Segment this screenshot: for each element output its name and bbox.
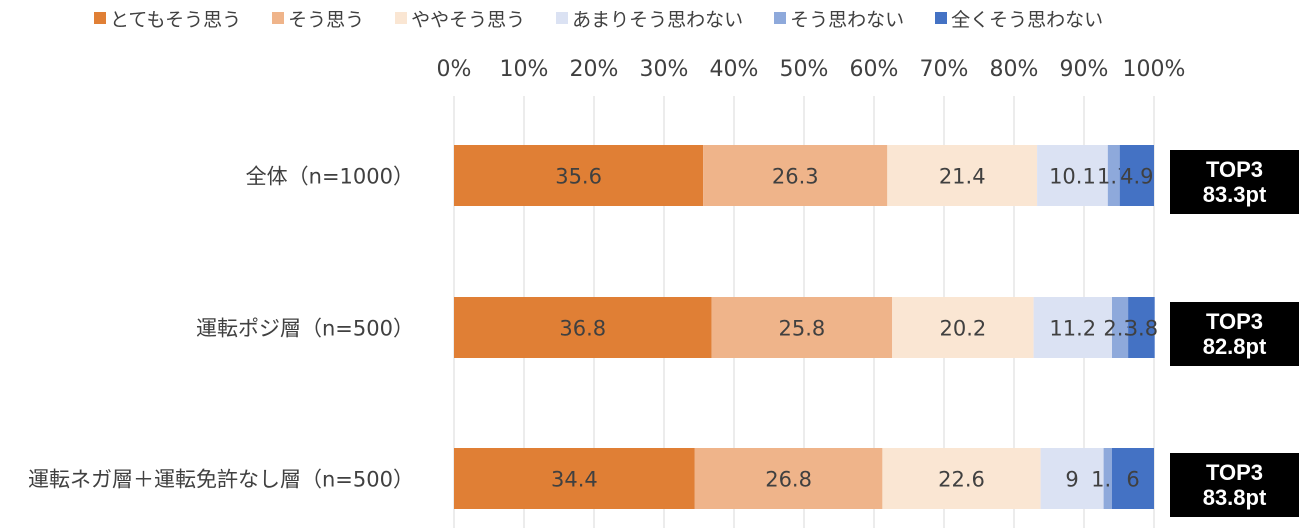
top3-badge-2-line1: TOP3 — [1205, 309, 1264, 334]
category-label-0: 全体（n=1000） — [246, 165, 414, 189]
top3-badge-3-line1: TOP3 — [1205, 460, 1264, 485]
bar-2-3 — [1040, 448, 1104, 509]
bar-2-2 — [882, 448, 1041, 509]
bar-1-4 — [1112, 297, 1129, 358]
bar-1-3 — [1033, 297, 1112, 358]
top3-badge-3-line2: 83.8pt — [1202, 485, 1267, 510]
legend-item-1: とてもそう思う — [94, 5, 241, 32]
top3-badge-1: TOP3 83.3pt — [1170, 150, 1299, 214]
legend: とてもそう思う そう思う ややそう思う あまりそう思わない そう思わない 全くそ… — [94, 4, 1134, 32]
legend-item-6: 全くそう思わない — [935, 5, 1103, 32]
legend-swatch-3 — [395, 12, 408, 24]
legend-item-5: そう思わない — [774, 5, 904, 32]
legend-swatch-1 — [94, 12, 106, 24]
bar-2-1 — [694, 448, 883, 509]
top3-badge-2: TOP3 82.8pt — [1170, 302, 1299, 366]
data-label-1-5: 3.8 — [1125, 317, 1158, 341]
data-label-0-2: 21.4 — [939, 165, 986, 189]
x-tick-label-7: 70% — [920, 57, 969, 82]
data-label-1-1: 25.8 — [779, 317, 826, 341]
x-tick-label-9: 90% — [1060, 57, 1109, 82]
legend-item-3: ややそう思う — [395, 5, 525, 32]
x-tick-label-3: 30% — [640, 57, 689, 82]
bar-1-1 — [711, 297, 893, 358]
data-label-1-0: 36.8 — [559, 317, 606, 341]
legend-swatch-2 — [272, 12, 285, 24]
bar-1-0 — [454, 297, 712, 358]
bar-0-5 — [1119, 145, 1154, 206]
data-label-0-5: 4.9 — [1120, 165, 1153, 189]
bar-1-5 — [1128, 297, 1155, 358]
x-tick-label-6: 60% — [850, 57, 899, 82]
x-tick-label-10: 100% — [1123, 57, 1186, 82]
top3-badge-1-line1: TOP3 — [1205, 157, 1264, 182]
legend-label-6: 全くそう思わない — [951, 8, 1104, 31]
bar-0-4 — [1107, 145, 1120, 206]
data-label-2-0: 34.4 — [551, 468, 598, 492]
x-tick-label-2: 20% — [570, 57, 619, 82]
bar-0-0 — [454, 145, 704, 206]
legend-item-2: そう思う — [272, 5, 364, 32]
data-label-0-0: 35.6 — [555, 165, 602, 189]
data-label-1-2: 20.2 — [940, 317, 987, 341]
legend-swatch-5 — [774, 12, 787, 24]
bar-2-0 — [454, 448, 695, 509]
data-label-2-2: 22.6 — [938, 468, 985, 492]
top3-badge-2-line2: 82.8pt — [1202, 334, 1267, 359]
x-tick-label-5: 50% — [780, 57, 829, 82]
data-label-0-3: 10.1 — [1049, 165, 1096, 189]
x-tick-label-1: 10% — [500, 57, 549, 82]
bar-2-5 — [1112, 448, 1154, 509]
top3-badge-3: TOP3 83.8pt — [1170, 453, 1299, 517]
x-tick-label-8: 80% — [990, 57, 1039, 82]
data-label-2-3: 9 — [1065, 468, 1078, 492]
data-label-1-3: 11.2 — [1049, 317, 1096, 341]
legend-swatch-4 — [556, 12, 569, 24]
bar-0-2 — [887, 145, 1038, 206]
category-label-2: 運転ネガ層＋運転免許なし層（n=500） — [28, 468, 414, 492]
legend-label-3: ややそう思う — [411, 8, 526, 31]
x-tick-label-4: 40% — [710, 57, 759, 82]
bar-0-3 — [1037, 145, 1108, 206]
category-label-1: 運転ポジ層（n=500） — [196, 317, 414, 341]
data-label-2-1: 26.8 — [765, 468, 812, 492]
legend-label-4: あまりそう思わない — [572, 8, 744, 31]
bar-2-4 — [1103, 448, 1112, 509]
legend-swatch-6 — [935, 12, 948, 24]
legend-item-4: あまりそう思わない — [556, 5, 743, 32]
legend-label-1: とてもそう思う — [110, 8, 242, 31]
legend-label-2: そう思う — [288, 8, 365, 31]
bar-0-1 — [703, 145, 888, 206]
bar-1-2 — [892, 297, 1034, 358]
x-tick-label-0: 0% — [437, 57, 472, 82]
top3-badge-1-line2: 83.3pt — [1202, 182, 1267, 207]
data-label-0-1: 26.3 — [772, 165, 819, 189]
data-label-2-5: 6 — [1126, 468, 1139, 492]
legend-label-5: そう思わない — [790, 8, 905, 31]
